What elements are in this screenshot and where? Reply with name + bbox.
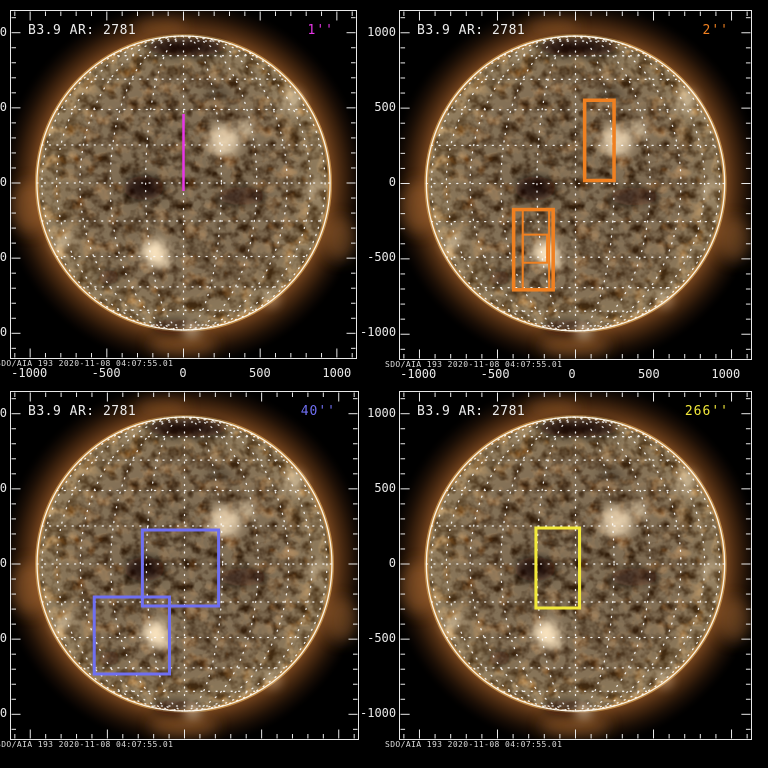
x-tick-label: 0 xyxy=(179,366,187,380)
y-tick-label: 500 xyxy=(0,99,7,114)
y-tick-label: 1000 xyxy=(367,24,396,39)
timestamp-label: SDO/AIA 193 2020-11-08 04:07:55.01 xyxy=(385,740,563,749)
plot-frame: B3.9 AR: 2781 266'' xyxy=(399,391,752,740)
axis-ticks xyxy=(400,392,751,739)
timestamp-label: SDO/AIA 193 2020-11-08 04:07:55.01 xyxy=(0,740,174,749)
plot-frame: B3.9 AR: 2781 1'' xyxy=(10,10,357,359)
x-tick-label: -1000 xyxy=(11,366,48,380)
y-tick-label: -1000 xyxy=(0,325,8,340)
y-tick-label: 1000 xyxy=(0,405,7,420)
axis-ticks xyxy=(400,11,751,359)
panel-40arcsec: B3.9 AR: 2781 40'' SDO/AIA 193 2020-11-0… xyxy=(0,384,384,768)
y-tick-label: -1000 xyxy=(360,325,397,340)
fov-size-label: 40'' xyxy=(300,404,336,419)
y-tick-label: 0 xyxy=(0,175,7,189)
panel-1arcsec: B3.9 AR: 2781 1'' SDO/AIA 193 2020-11-08… xyxy=(0,0,384,384)
x-tick-label: 1000 xyxy=(711,367,741,381)
flare-ar-label: B3.9 AR: 2781 xyxy=(417,404,526,419)
y-tick-label: 1000 xyxy=(367,405,396,420)
axis-ticks xyxy=(11,392,358,739)
raster-fov-overlay xyxy=(534,526,582,610)
x-tick-label: 500 xyxy=(638,367,660,381)
y-tick-label: -1000 xyxy=(0,706,8,721)
x-tick-label: -500 xyxy=(91,366,121,380)
panel-2arcsec: B3.9 AR: 2781 2'' SDO/AIA 193 2020-11-08… xyxy=(360,0,768,384)
y-tick-label: -1000 xyxy=(360,706,397,721)
y-tick-label: 0 xyxy=(388,556,396,570)
y-tick-label: 500 xyxy=(374,480,396,495)
timestamp-label: SDO/AIA 193 2020-11-08 04:07:55.01 xyxy=(385,360,563,369)
x-tick-label: -1000 xyxy=(400,367,437,381)
fov-size-label: 266'' xyxy=(684,404,729,419)
y-tick-label: -500 xyxy=(367,250,396,265)
y-tick-label: 0 xyxy=(0,556,7,570)
raster-fov-overlay xyxy=(92,528,221,676)
flare-ar-label: B3.9 AR: 2781 xyxy=(417,23,526,38)
x-tick-label: 500 xyxy=(249,366,271,380)
y-tick-label: 0 xyxy=(388,175,396,189)
x-tick-label: 1000 xyxy=(322,366,352,380)
panel-266arcsec: B3.9 AR: 2781 266'' SDO/AIA 193 2020-11-… xyxy=(360,384,768,768)
raster-fov-overlay xyxy=(511,98,616,292)
fov-size-label: 1'' xyxy=(307,23,334,38)
axis-ticks xyxy=(11,11,356,358)
sun-image xyxy=(400,392,751,739)
fov-size-label: 2'' xyxy=(702,23,729,38)
y-tick-label: -500 xyxy=(0,250,7,265)
x-tick-label: 0 xyxy=(568,367,576,381)
sun-image xyxy=(400,11,751,359)
y-tick-label: 500 xyxy=(0,480,7,495)
y-tick-label: -500 xyxy=(367,631,396,646)
plot-frame: B3.9 AR: 2781 2'' xyxy=(399,10,752,360)
x-tick-label: -500 xyxy=(480,367,510,381)
plot-frame: B3.9 AR: 2781 40'' xyxy=(10,391,359,740)
y-tick-label: 500 xyxy=(374,99,396,114)
flare-ar-label: B3.9 AR: 2781 xyxy=(28,404,137,419)
timestamp-label: SDO/AIA 193 2020-11-08 04:07:55.01 xyxy=(0,359,174,368)
sun-image xyxy=(11,392,358,739)
y-tick-label: -500 xyxy=(0,631,7,646)
y-tick-label: 1000 xyxy=(0,24,7,39)
flare-ar-label: B3.9 AR: 2781 xyxy=(28,23,137,38)
